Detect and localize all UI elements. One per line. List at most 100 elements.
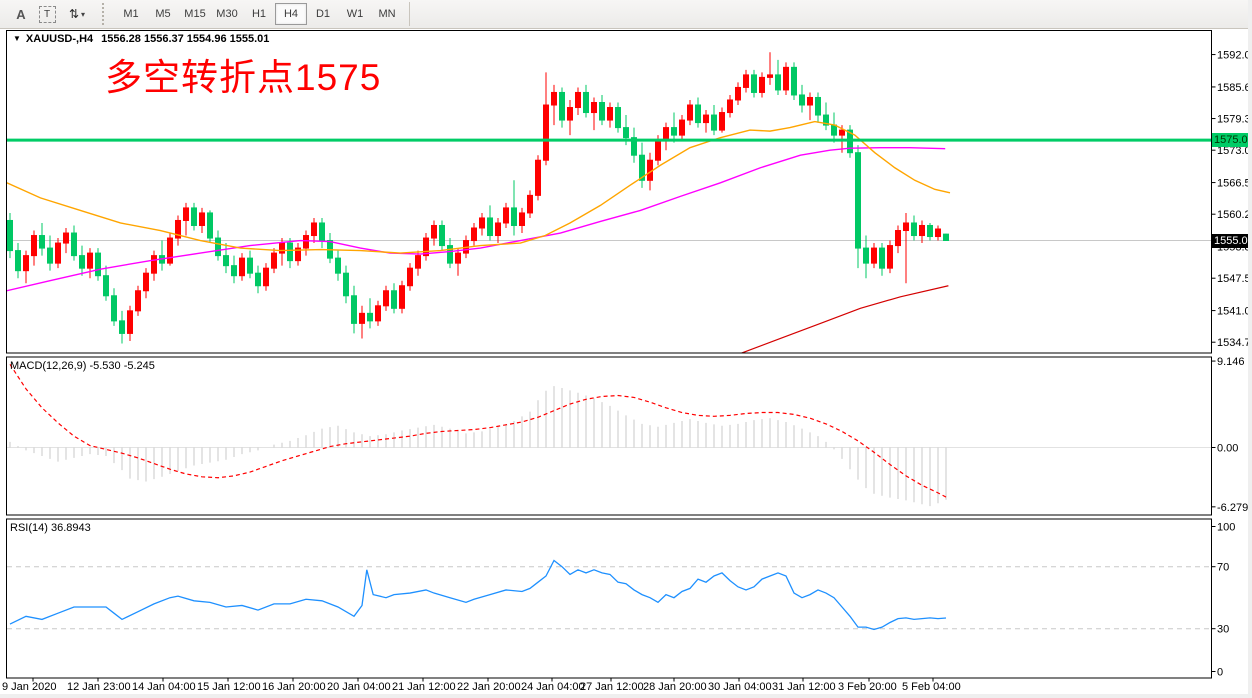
annotation-text-object[interactable]: 多空转折点1575 xyxy=(105,57,382,98)
candle xyxy=(119,320,125,334)
candle xyxy=(911,222,917,237)
price-tick-label: 1534.75 xyxy=(1217,337,1252,349)
price-tick-label: 70 xyxy=(1217,562,1229,574)
candle xyxy=(559,91,565,121)
candle xyxy=(839,129,845,136)
candle xyxy=(471,227,477,242)
candle xyxy=(127,310,133,334)
candle xyxy=(719,112,725,131)
candle xyxy=(479,217,485,229)
candle xyxy=(175,219,181,239)
timeframe-button-M15[interactable]: M15 xyxy=(184,8,206,20)
candle xyxy=(487,217,493,237)
timeframe-button-MN[interactable]: MN xyxy=(378,8,396,20)
time-tick-label: 12 Jan 23:00 xyxy=(67,681,131,693)
candle xyxy=(919,224,925,237)
timeframe-button-M5[interactable]: M5 xyxy=(155,8,171,20)
ma-fast-line xyxy=(7,120,951,254)
rsi-panel[interactable] xyxy=(6,518,1212,679)
candle xyxy=(199,212,205,226)
rsi-line xyxy=(9,559,947,631)
time-tick-label: 15 Jan 12:00 xyxy=(197,681,261,693)
price-tick-label: 0.00 xyxy=(1217,443,1238,455)
price-tick-label: 1560.25 xyxy=(1217,209,1252,221)
candle xyxy=(255,272,261,287)
timeframe-button-M1[interactable]: M1 xyxy=(123,8,139,20)
main-panel[interactable] xyxy=(6,30,1212,354)
candle xyxy=(567,107,573,121)
candle xyxy=(615,107,621,129)
candle xyxy=(343,272,349,297)
candle xyxy=(247,257,253,274)
candle xyxy=(47,247,53,264)
candle xyxy=(431,224,437,239)
ma-long-line xyxy=(741,285,949,353)
candle xyxy=(423,237,429,257)
timeframe-button-M30[interactable]: M30 xyxy=(216,8,238,20)
candle xyxy=(799,94,805,106)
candle xyxy=(71,232,77,257)
candle xyxy=(879,247,885,269)
rsi-plot[interactable] xyxy=(7,559,1211,631)
candle xyxy=(695,104,701,124)
price-axis[interactable]: 1592.05 1585.60 1579.30 1573.00 1566.55 1560.… xyxy=(1211,50,1252,679)
candle xyxy=(783,66,789,91)
candle xyxy=(183,207,189,221)
candle xyxy=(87,252,93,269)
time-tick-label: 24 Jan 04:00 xyxy=(521,681,585,693)
candle xyxy=(447,245,453,264)
candle xyxy=(735,86,741,101)
timeframe-button-H1[interactable]: H1 xyxy=(251,8,267,20)
candle xyxy=(727,99,733,114)
toolbar: A T ⇅ ▾ M1 M5 M15 M30 H1 H4 D1 W1 MN xyxy=(0,0,1252,29)
candle xyxy=(503,207,509,224)
time-tick-label: 31 Jan 12:00 xyxy=(772,681,836,693)
candle xyxy=(703,114,709,124)
candle xyxy=(551,91,557,106)
time-tick-label: 14 Jan 04:00 xyxy=(132,681,196,693)
macd-indicator-label: MACD(12,26,9) -5.530 -5.245 xyxy=(10,360,155,372)
candle xyxy=(599,102,605,121)
candle xyxy=(415,255,421,269)
price-tick-label: 1592.05 xyxy=(1217,50,1252,62)
timeframe-button-W1[interactable]: W1 xyxy=(346,8,364,20)
toolbar-drag-handle[interactable] xyxy=(102,3,111,25)
candle xyxy=(943,233,949,242)
time-tick-label: 22 Jan 20:00 xyxy=(457,681,521,693)
candle xyxy=(335,257,341,274)
time-axis[interactable]: 9 Jan 2020 12 Jan 23:00 14 Jan 04:00 15 Jan… xyxy=(2,677,961,694)
candle xyxy=(895,230,901,247)
candle xyxy=(215,237,221,257)
candle xyxy=(279,242,285,254)
candle xyxy=(111,295,117,322)
candle xyxy=(679,119,685,136)
candle xyxy=(671,127,677,136)
candle xyxy=(863,247,869,264)
candle xyxy=(511,207,517,226)
price-tick-label: 1579.30 xyxy=(1217,114,1252,126)
timeframe-button-H4[interactable]: H4 xyxy=(275,3,307,25)
candle xyxy=(103,275,109,297)
chart-menu-icon[interactable]: ▼ xyxy=(13,34,21,43)
timeframe-button-D1[interactable]: D1 xyxy=(315,8,331,20)
macd-plot[interactable] xyxy=(7,364,1211,507)
candle xyxy=(319,222,325,242)
arrows-tool-button[interactable]: ⇅ ▾ xyxy=(61,3,93,25)
text-label-tool-button[interactable]: A xyxy=(9,3,33,25)
candle xyxy=(903,222,909,232)
candle xyxy=(687,104,693,121)
candle xyxy=(15,250,21,272)
candle xyxy=(935,228,941,238)
candle xyxy=(303,235,309,249)
macd-signal-line xyxy=(9,364,947,498)
price-tick-label: 1573.00 xyxy=(1217,145,1252,157)
macd-histogram xyxy=(9,386,947,507)
price-tick-label: -6.279 xyxy=(1217,502,1248,514)
candle xyxy=(407,267,413,287)
text-box-tool-button[interactable]: T xyxy=(35,3,59,25)
chart-canvas[interactable]: 1592.05 1585.60 1579.30 1573.00 1566.55 1560.… xyxy=(0,28,1252,698)
price-tick-label: 1547.50 xyxy=(1217,273,1252,285)
time-tick-label: 28 Jan 20:00 xyxy=(643,681,707,693)
price-plot[interactable] xyxy=(7,52,1211,353)
macd-panel[interactable] xyxy=(6,356,1212,516)
